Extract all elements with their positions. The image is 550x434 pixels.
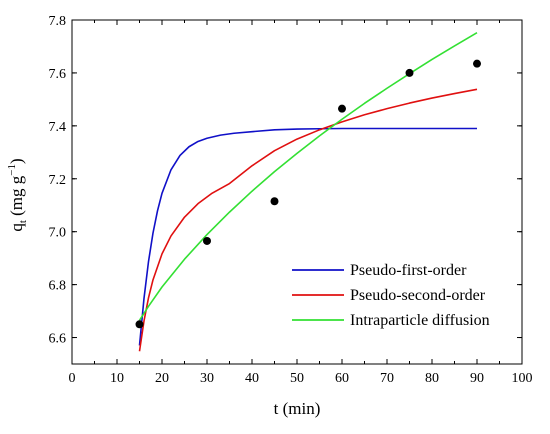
y-axis-title-main: q xyxy=(7,223,26,232)
y-tick-label: 6.6 xyxy=(49,332,67,347)
y-tick-label: 7.6 xyxy=(49,67,67,82)
y-axis-title-close: ) xyxy=(7,158,26,164)
data-point xyxy=(473,59,481,68)
x-tick-label: 80 xyxy=(425,371,439,386)
x-tick-label: 40 xyxy=(245,371,259,386)
data-point xyxy=(405,68,414,77)
axes: 0 10 20 30 40 50 60 70 80 90 100 6.6 6.8 7.0 7.2 7.4 7.6… xyxy=(49,14,533,386)
y-tick-label: 7.8 xyxy=(49,14,67,29)
x-tick-label: 10 xyxy=(110,371,124,386)
series-line-3 xyxy=(138,32,478,321)
data-point xyxy=(270,197,279,206)
x-tick-label: 30 xyxy=(200,371,214,386)
data-point xyxy=(203,236,211,245)
legend-label-3: Intraparticle diffusion xyxy=(350,312,490,329)
x-tick-label: 70 xyxy=(380,371,394,386)
legend-label-1: Pseudo-first-order xyxy=(350,262,467,279)
y-axis-title-unit: (mg g xyxy=(7,175,26,220)
data-point xyxy=(338,104,346,113)
series-line-1 xyxy=(138,127,477,346)
y-tick-label: 7.4 xyxy=(49,120,67,135)
legend: Pseudo-first-order Pseudo-second-order Int… xyxy=(292,262,490,329)
y-tick-label: 6.8 xyxy=(49,279,67,294)
x-tick-label: 0 xyxy=(69,371,76,386)
x-axis-title: t (min) xyxy=(274,399,321,418)
x-tick-label: 90 xyxy=(470,371,484,386)
plot-area xyxy=(135,32,481,352)
y-axis-title-sub: t xyxy=(17,220,29,223)
y-tick-label: 7.0 xyxy=(49,226,67,241)
y-axis-title: qt (mg g−1) xyxy=(6,158,29,231)
y-axis-title-sup: −1 xyxy=(6,164,18,176)
data-point xyxy=(135,320,144,329)
series-line-2 xyxy=(138,88,478,352)
x-tick-label: 20 xyxy=(155,371,169,386)
x-tick-label: 100 xyxy=(512,371,533,386)
legend-label-2: Pseudo-second-order xyxy=(350,287,486,304)
x-tick-label: 50 xyxy=(290,371,304,386)
y-tick-label: 7.2 xyxy=(49,173,67,188)
x-tick-label: 60 xyxy=(335,371,349,386)
